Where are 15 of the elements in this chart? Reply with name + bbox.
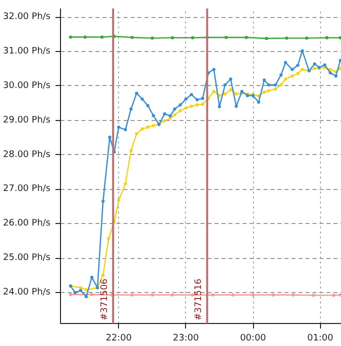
x-tick-label: 23:00 [172, 334, 200, 344]
y-tick-label: 32.00 Ph/s [3, 12, 51, 22]
y-tick-label: 26.00 Ph/s [3, 218, 51, 229]
x-tick-label: 01:00 [307, 334, 334, 344]
ref-line-label: #371516 [194, 278, 204, 320]
y-tick-label: 24.00 Ph/s [3, 288, 51, 298]
y-tick-label: 30.00 Ph/s [3, 80, 51, 91]
y-tick-label: 29.00 Ph/s [3, 115, 51, 126]
y-tick-label: 27.00 Ph/s [3, 184, 51, 194]
y-tick-label: 25.00 Ph/s [3, 253, 51, 264]
ref-line-label: #371506 [100, 278, 110, 320]
x-tick-label: 22:00 [106, 334, 132, 344]
y-tick-label: 31.00 Ph/s [3, 46, 51, 57]
x-tick-label: 00:00 [240, 334, 266, 344]
y-tick-label: 28.00 Ph/s [3, 150, 51, 160]
